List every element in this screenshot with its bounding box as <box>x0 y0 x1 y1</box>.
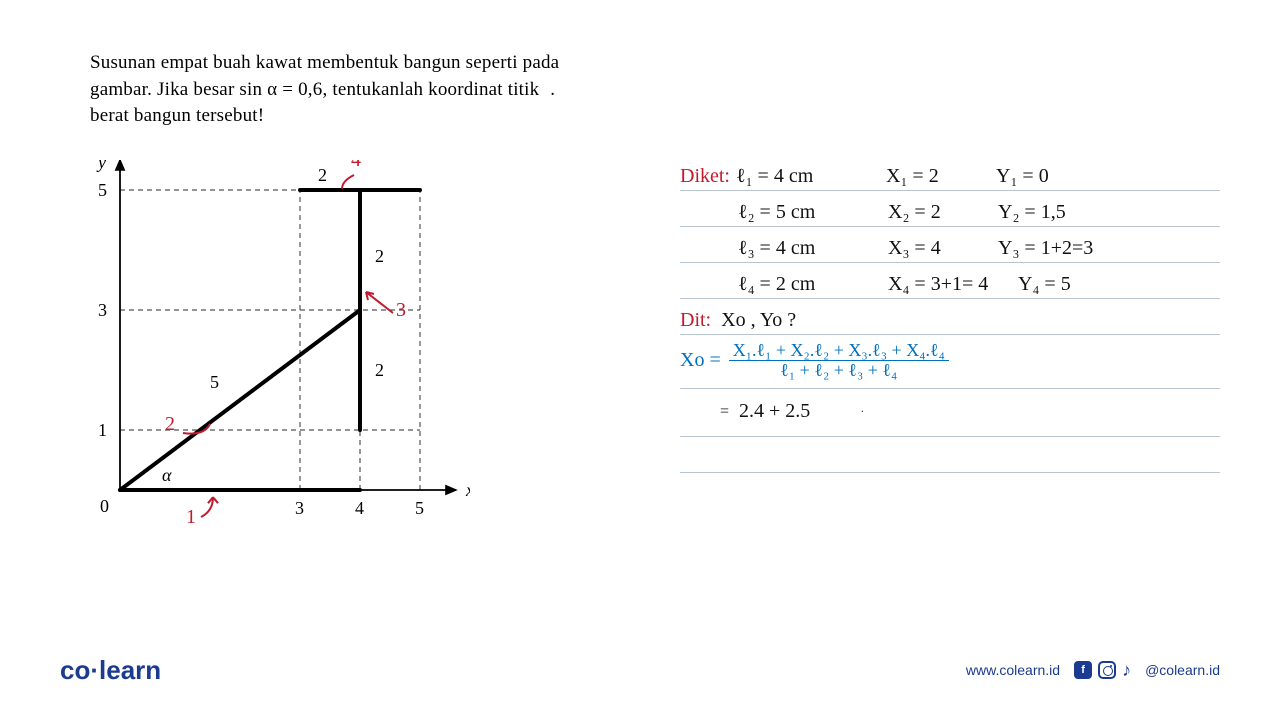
logo-dot: · <box>90 655 99 685</box>
note-row-5: Dit: Xo , Yo ? <box>680 299 1220 335</box>
note-row-3: ℓ₃ = 4 cm X₃ = 4 Y₃ = 1+2=3 <box>680 227 1220 263</box>
y2: Y₂ = 1,5 <box>998 201 1066 224</box>
step2-eq: = <box>720 403 729 421</box>
svg-text:3: 3 <box>295 498 304 518</box>
note-row-2: ℓ₂ = 5 cm X₂ = 2 Y₂ = 1,5 <box>680 191 1220 227</box>
note-row-1: Diket: ℓ₁ = 4 cm X₁ = 2 Y₁ = 0 <box>680 155 1220 191</box>
l4: ℓ₄ = 2 cm <box>738 273 888 296</box>
problem-line1: Susunan empat buah kawat membentuk bangu… <box>90 52 559 73</box>
logo-right: learn <box>99 655 161 685</box>
svg-text:2: 2 <box>375 246 384 266</box>
xo-lhs: Xo = <box>680 349 721 372</box>
svg-text:2: 2 <box>165 413 175 435</box>
svg-text:x: x <box>465 480 470 500</box>
problem-trailing-dot: . <box>550 79 555 100</box>
footer: co·learn www.colearn.id f ♪ @colearn.id <box>0 650 1280 690</box>
x4: X₄ = 3+1= 4 <box>888 273 1018 296</box>
note-row-6: Xo = X₁.ℓ₁ + X₂.ℓ₂ + X₃.ℓ₃ + X₄.ℓ₄ ℓ₁ + … <box>680 335 1220 389</box>
problem-line3: berat bangun tersebut! <box>90 105 264 126</box>
x2: X₂ = 2 <box>888 201 998 224</box>
logo-left: co <box>60 655 90 685</box>
svg-text:2: 2 <box>318 165 327 185</box>
l1: ℓ₁ = 4 cm <box>736 165 886 188</box>
y4: Y₄ = 5 <box>1018 273 1071 296</box>
svg-text:y: y <box>96 160 106 172</box>
svg-text:0: 0 <box>100 496 109 516</box>
xo-num: X₁.ℓ₁ + X₂.ℓ₂ + X₃.ℓ₃ + X₄.ℓ₄ <box>729 341 949 361</box>
note-row-7: = 2.4 + 2.5 · <box>680 389 1220 437</box>
svg-text:2: 2 <box>375 360 384 380</box>
svg-text:5: 5 <box>415 498 424 518</box>
svg-text:5: 5 <box>210 372 219 392</box>
x1: X₁ = 2 <box>886 165 996 188</box>
svg-text:4: 4 <box>355 498 364 518</box>
footer-right: www.colearn.id f ♪ @colearn.id <box>966 660 1220 681</box>
x3: X₃ = 4 <box>888 237 998 260</box>
y1: Y₁ = 0 <box>996 165 1049 188</box>
social-icons: f ♪ <box>1074 660 1131 681</box>
facebook-icon: f <box>1074 661 1092 679</box>
y3: Y₃ = 1+2=3 <box>998 237 1093 260</box>
problem-line2: gambar. Jika besar sin α = 0,6, tentukan… <box>90 79 539 100</box>
svg-text:α: α <box>162 465 172 485</box>
l2: ℓ₂ = 5 cm <box>738 201 888 224</box>
diagram: 1 3 5 3 4 5 0 x y α 5 2 2 2 4 3 2 1 <box>70 160 470 535</box>
notes-panel: Diket: ℓ₁ = 4 cm X₁ = 2 Y₁ = 0 ℓ₂ = 5 cm… <box>680 155 1220 473</box>
footer-handle: @colearn.id <box>1145 662 1220 678</box>
l3: ℓ₃ = 4 cm <box>738 237 888 260</box>
xo-fraction: X₁.ℓ₁ + X₂.ℓ₂ + X₃.ℓ₃ + X₄.ℓ₄ ℓ₁ + ℓ₂ + … <box>729 341 949 380</box>
dit-label: Dit: <box>680 309 711 332</box>
svg-text:1: 1 <box>186 506 196 528</box>
tiktok-icon: ♪ <box>1122 660 1131 681</box>
note-row-4: ℓ₄ = 2 cm X₄ = 3+1= 4 Y₄ = 5 <box>680 263 1220 299</box>
xo-den: ℓ₁ + ℓ₂ + ℓ₃ + ℓ₄ <box>729 361 949 380</box>
svg-text:4: 4 <box>351 160 361 171</box>
problem-statement: Susunan empat buah kawat membentuk bangu… <box>90 50 650 130</box>
note-row-8 <box>680 437 1220 473</box>
instagram-icon <box>1098 661 1116 679</box>
footer-url: www.colearn.id <box>966 662 1060 678</box>
diket-label: Diket: <box>680 165 730 188</box>
logo: co·learn <box>60 655 161 686</box>
svg-text:5: 5 <box>98 180 107 200</box>
svg-text:1: 1 <box>98 420 107 440</box>
svg-text:3: 3 <box>396 299 406 321</box>
svg-text:3: 3 <box>98 300 107 320</box>
dit-q: Xo , Yo ? <box>721 309 796 332</box>
step2-val: 2.4 + 2.5 <box>739 400 810 423</box>
